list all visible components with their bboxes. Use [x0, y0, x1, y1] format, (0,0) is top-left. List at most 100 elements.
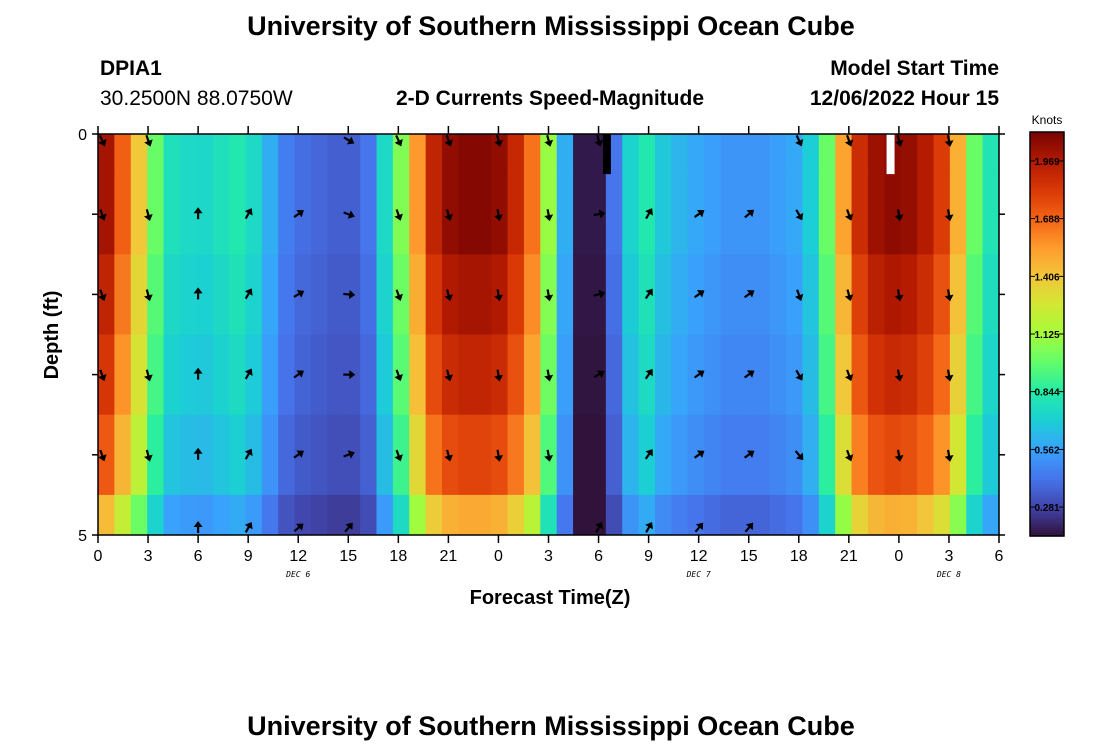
colorbar-segment	[1030, 225, 1064, 229]
colorbar-segment	[1030, 192, 1064, 196]
colorbar-segment	[1030, 435, 1064, 439]
heatmap-cell	[409, 174, 427, 255]
heatmap-cell	[360, 334, 378, 416]
colorbar-segment	[1030, 349, 1064, 353]
heatmap-cell	[130, 494, 148, 536]
heatmap-cell	[638, 134, 656, 175]
heatmap-cell	[163, 134, 181, 175]
heatmap-cell	[98, 174, 115, 255]
heatmap-cell	[409, 494, 427, 536]
vector-head	[695, 522, 704, 531]
current-vector	[343, 370, 356, 380]
colorbar-segment	[1030, 222, 1064, 227]
vector-head	[598, 209, 606, 219]
colorbar-segment	[1030, 283, 1064, 287]
colorbar-segment	[1030, 462, 1064, 466]
colorbar-tick-label: 1.406	[1034, 272, 1059, 283]
heatmap-cell	[507, 334, 525, 416]
current-vector	[494, 134, 504, 147]
colorbar-segment	[1030, 291, 1064, 295]
colorbar-tick-label: 0.844	[1034, 388, 1059, 399]
heatmap-cell	[261, 254, 279, 335]
colorbar-segment	[1030, 397, 1064, 401]
heatmap-cell	[523, 414, 541, 496]
heatmap-cell	[474, 174, 492, 255]
colorbar-segment	[1030, 371, 1064, 376]
colorbar-segment	[1030, 240, 1064, 244]
current-vector	[293, 290, 305, 298]
colorbar-segment	[1030, 207, 1064, 211]
vector-head	[349, 370, 356, 380]
current-vector	[244, 368, 253, 380]
heatmap-cell	[556, 494, 574, 536]
heatmap-cell	[786, 174, 804, 255]
current-vector	[593, 289, 606, 299]
colorbar-segment	[1030, 248, 1064, 252]
colorbar-segment	[1030, 414, 1064, 418]
colorbar-segment	[1030, 185, 1064, 189]
heatmap-cell	[114, 414, 132, 496]
heatmap-cell	[114, 254, 132, 335]
heatmap-cell	[769, 174, 787, 255]
colorbar-segment	[1030, 407, 1064, 411]
heatmap-cell	[818, 414, 836, 496]
heatmap-cell	[802, 254, 820, 335]
colorbar-segment	[1030, 164, 1064, 168]
plot-axes: 0 3 6 9 12 15 18 21 0 3 6 9 12 15 18 21 0 3 6 DEC 6 DEC 7 DEC…	[78, 126, 1005, 579]
heatmap-cell	[753, 254, 771, 335]
colorbar-segment	[1030, 260, 1064, 264]
heatmap-cell	[835, 254, 853, 335]
vector-head	[844, 374, 854, 382]
heatmap-cell	[196, 174, 214, 255]
heatmap-cell	[229, 494, 247, 536]
heatmap-cell	[851, 334, 869, 416]
station-coordinates: 30.2500N 88.0750W	[100, 87, 293, 110]
heatmap-cell	[654, 414, 672, 496]
heatmap-cell	[442, 254, 459, 335]
current-vector	[894, 449, 904, 462]
heatmap-cell	[671, 134, 689, 175]
heatmap-cell	[671, 494, 689, 536]
colorbar-segment	[1030, 288, 1064, 292]
colorbar-segment	[1030, 265, 1064, 269]
current-vector	[693, 450, 705, 459]
vector-head	[544, 455, 554, 462]
colorbar-segment	[1030, 513, 1064, 517]
current-vector	[645, 208, 653, 220]
colorbar-segment	[1030, 490, 1064, 494]
current-vector	[343, 136, 355, 145]
colorbar-segment	[1030, 149, 1064, 153]
heatmap-cell	[949, 334, 967, 416]
current-vector	[894, 369, 904, 382]
heatmap-cell	[163, 174, 181, 255]
heatmap-cell	[982, 494, 1000, 536]
colorbar-segment	[1030, 334, 1064, 338]
heatmap-cell	[671, 174, 689, 255]
vector-head	[444, 454, 454, 462]
colorbar-segment	[1030, 174, 1064, 179]
heatmap-cell	[884, 334, 902, 416]
vector-head	[894, 294, 904, 302]
vector-head	[597, 370, 605, 378]
heatmap-cell	[720, 174, 738, 255]
vector-head	[394, 213, 403, 221]
vector-head	[544, 214, 554, 222]
heatmap-cell	[687, 334, 705, 416]
vector-head	[844, 213, 854, 221]
heatmap-cell	[982, 134, 1000, 175]
heatmap-cell	[491, 414, 509, 496]
heatmap-cell	[474, 494, 492, 536]
colorbar-segment	[1030, 485, 1064, 489]
heatmap-cell	[900, 134, 918, 175]
x-tick-label: 6	[594, 548, 603, 565]
heatmap-cell	[491, 174, 509, 255]
heatmap-cell	[229, 174, 247, 255]
heatmap-cell	[982, 174, 1000, 255]
heatmap-cell	[589, 134, 607, 175]
heatmap-cell	[867, 414, 885, 496]
vector-head	[745, 522, 754, 531]
colorbar-segment	[1030, 508, 1064, 512]
colorbar-segment	[1030, 313, 1064, 317]
heatmap-cell	[802, 494, 820, 536]
heatmap-cell	[818, 494, 836, 536]
